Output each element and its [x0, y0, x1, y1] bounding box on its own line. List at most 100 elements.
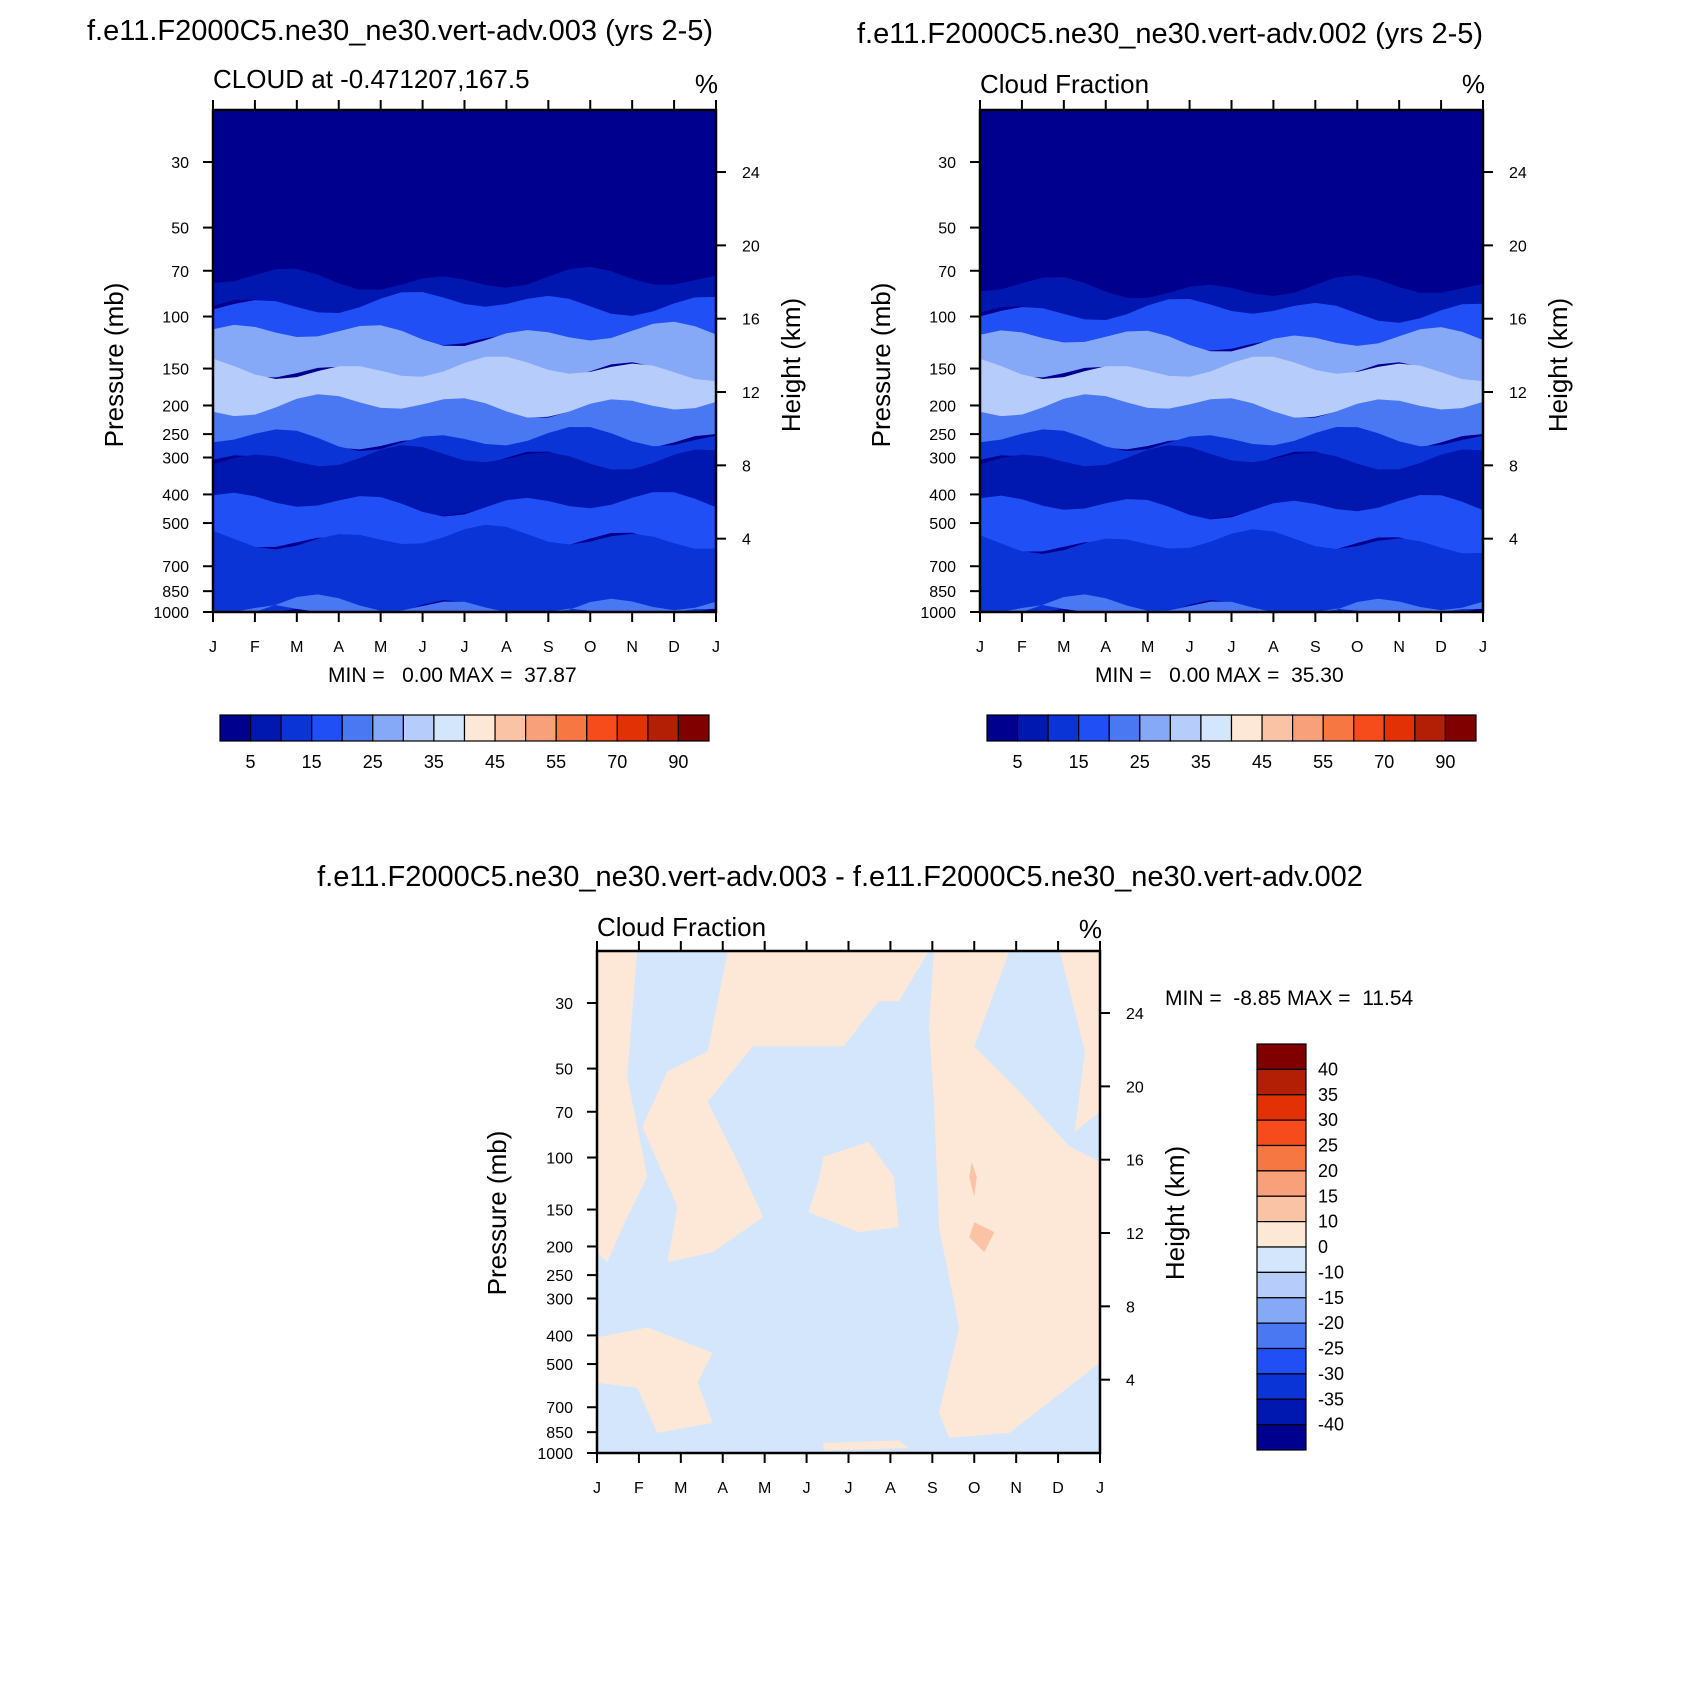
- colorbar-label: 15: [1069, 752, 1089, 772]
- colorbar-swatch: [1256, 1398, 1307, 1426]
- colorbar-swatch: [311, 714, 343, 742]
- colorbar-label: 5: [246, 752, 256, 772]
- contour-band: [980, 299, 1483, 359]
- contour-band: [980, 327, 1483, 387]
- colorbar-swatch: [1256, 1297, 1307, 1324]
- colorbar-label: -20: [1318, 1313, 1344, 1333]
- x-tick-label: M: [1057, 639, 1070, 656]
- colorbar-swatch: [1256, 1195, 1307, 1223]
- contour-region-high: [969, 1222, 995, 1253]
- x-tick-label: S: [1310, 639, 1321, 656]
- y-tick-right-label: 8: [1126, 1299, 1135, 1316]
- y-tick-right-label: 16: [1126, 1153, 1144, 1170]
- x-tick-label: J: [1479, 639, 1487, 656]
- x-tick-label: M: [290, 639, 303, 656]
- contour-region-high: [969, 1161, 977, 1197]
- y-tick-right-label: 20: [742, 238, 760, 255]
- colorbar-swatch: [647, 714, 680, 742]
- x-tick-label: A: [501, 639, 512, 656]
- x-tick-label: J: [845, 1480, 853, 1497]
- colorbar-swatch: [1353, 714, 1385, 742]
- y-tick-label: 200: [929, 398, 956, 415]
- x-tick-label: M: [374, 639, 387, 656]
- contour-region-positive: [597, 1327, 713, 1433]
- contour-region-positive: [808, 1141, 899, 1233]
- colorbar-label: -10: [1318, 1262, 1344, 1282]
- x-tick-label: F: [250, 639, 260, 656]
- x-tick-label: J: [1186, 639, 1194, 656]
- contour-band: [213, 292, 716, 354]
- contour-region-positive: [597, 951, 648, 1263]
- y-tick-label: 70: [555, 1105, 573, 1122]
- panel2-colorbar: 5 15 25 35 45 55 70 90: [986, 714, 1477, 772]
- colorbar-swatch: [1256, 1221, 1307, 1248]
- x-tick-label: D: [668, 639, 680, 656]
- y-tick-label: 500: [162, 516, 189, 533]
- contour-region-positive: [823, 1440, 909, 1451]
- colorbar-label: 25: [1318, 1136, 1338, 1156]
- y-tick-label: 50: [938, 221, 956, 238]
- y-tick-label: 400: [162, 487, 189, 504]
- panel2-stats: MIN = 0.00 MAX = 35.30: [1095, 664, 1344, 687]
- colorbar-swatch: [280, 714, 313, 742]
- x-tick-label: A: [1100, 639, 1111, 656]
- panel1-title: f.e11.F2000C5.ne30_ne30.vert-adv.003 (yr…: [87, 15, 713, 47]
- y-tick-label: 70: [938, 264, 956, 281]
- colorbar-label: 35: [1191, 752, 1211, 772]
- y-tick-label: 700: [546, 1400, 573, 1417]
- contour-band: [980, 594, 1483, 612]
- y-tick-label: 70: [171, 264, 189, 281]
- y-tick-label: 300: [929, 451, 956, 468]
- colorbar-swatch: [1256, 1043, 1307, 1070]
- y-tick-label: 700: [162, 559, 189, 576]
- panel3-contour-plot: J F M A M J J A S O N D J 30 50 70 100 150 200 250 300 400 500…: [537, 941, 1144, 1497]
- y-tick-label: 500: [546, 1357, 573, 1374]
- colorbar-swatch: [1256, 1424, 1307, 1451]
- contour-band: [213, 445, 716, 522]
- contour-band: [980, 394, 1483, 458]
- x-tick-label: J: [976, 639, 984, 656]
- colorbar-swatch: [1322, 714, 1355, 742]
- x-tick-label: O: [584, 639, 596, 656]
- panel2-title: f.e11.F2000C5.ne30_ne30.vert-adv.002 (yr…: [857, 18, 1483, 50]
- x-tick-label: F: [634, 1480, 644, 1497]
- y-tick-label: 250: [929, 427, 956, 444]
- y-tick-right-label: 12: [742, 385, 760, 402]
- colorbar-swatch: [1256, 1373, 1307, 1400]
- contour-region-positive: [642, 951, 929, 1263]
- x-tick-label: S: [927, 1480, 938, 1497]
- y-tick-right-label: 4: [742, 532, 751, 549]
- colorbar-swatch: [1256, 1347, 1307, 1375]
- y-tick-label: 700: [929, 559, 956, 576]
- colorbar-label: 15: [1318, 1186, 1338, 1206]
- panel3-units: %: [1079, 914, 1102, 944]
- colorbar-label: 70: [607, 752, 627, 772]
- y-tick-label: 850: [546, 1425, 573, 1442]
- y-tick-label: 200: [162, 398, 189, 415]
- y-tick-label: 30: [555, 996, 573, 1013]
- colorbar-swatch: [1292, 714, 1324, 742]
- colorbar-label: 0: [1318, 1237, 1328, 1257]
- y-tick-label: 1000: [153, 605, 189, 622]
- colorbar-label: 10: [1318, 1212, 1338, 1232]
- y-tick-label: 150: [929, 362, 956, 379]
- panel2-subtitle: Cloud Fraction: [980, 69, 1149, 99]
- y-tick-label: 300: [546, 1292, 573, 1309]
- colorbar-swatch: [1200, 714, 1233, 742]
- y-tick-label: 850: [929, 584, 956, 601]
- y-tick-label: 200: [546, 1239, 573, 1256]
- colorbar-swatch: [1261, 714, 1294, 742]
- colorbar-swatch: [494, 714, 527, 742]
- x-tick-label: J: [461, 639, 469, 656]
- y-tick-label: 150: [162, 362, 189, 379]
- y-tick-label: 400: [929, 487, 956, 504]
- x-tick-label: A: [885, 1480, 896, 1497]
- panel2-contour-plot: J F M A M J J A S O N D J 30 50 70 100 150 200 250 300 400 500…: [920, 100, 1527, 656]
- y-tick-right-label: 16: [1509, 312, 1527, 329]
- x-tick-label: O: [968, 1480, 980, 1497]
- colorbar-label: -40: [1318, 1415, 1344, 1435]
- colorbar-swatch: [1256, 1094, 1307, 1121]
- panel1-units: %: [695, 69, 718, 99]
- y-tick-label: 100: [929, 310, 956, 327]
